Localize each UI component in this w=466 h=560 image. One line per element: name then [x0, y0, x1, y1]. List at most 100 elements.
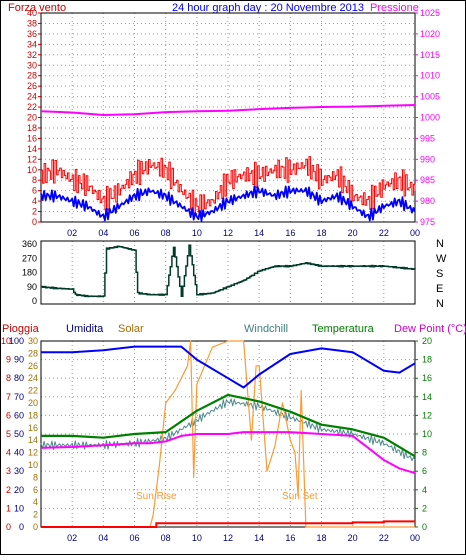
- panel1-grid: [41, 13, 415, 222]
- x-tick-label: 14: [254, 533, 264, 543]
- y-tick-label-solar: 20: [28, 398, 38, 408]
- x-tick-label: 10: [192, 533, 202, 543]
- y-tick-label-temperature: 2: [422, 503, 427, 513]
- x-tick-label: 14: [254, 228, 264, 238]
- y-tick-label-solar: 30: [28, 336, 38, 346]
- x-tick-label: 00: [410, 228, 420, 238]
- y-tick-label-wind: 14: [27, 144, 37, 154]
- y-tick-label-humidity: 70: [14, 392, 24, 402]
- y-tick-label-temperature: 0: [422, 522, 427, 532]
- y-tick-label-wind: 18: [27, 123, 37, 133]
- x-tick-label: 04: [98, 533, 108, 543]
- x-tick-label: 20: [348, 228, 358, 238]
- y-tick-label-solar: 18: [28, 410, 38, 420]
- y-tick-label-direction: 270: [22, 253, 37, 263]
- panel3-x-ticks: 02 04 06 08 10 12 14 16 18 20 22 00: [67, 533, 420, 543]
- y-tick-label-rain: 1: [6, 503, 11, 513]
- y-tick-label-rain: 0: [6, 522, 11, 532]
- y-tick-label-solar: 8: [33, 472, 38, 482]
- x-tick-label: 18: [316, 228, 326, 238]
- label-temperature: Temperatura: [312, 323, 375, 335]
- series-line-average: [40, 185, 416, 222]
- x-tick-label: 08: [161, 533, 171, 543]
- y-tick-label-temperature: 10: [422, 429, 432, 439]
- x-tick-label: 18: [316, 533, 326, 543]
- y-tick-label-humidity: 0: [19, 522, 24, 532]
- y-tick-label-wind: 10: [27, 165, 37, 175]
- y-tick-label-solar: 10: [28, 460, 38, 470]
- y-tick-label-pressure: 1020: [420, 29, 440, 39]
- panel2-left-ticks: 0 90 180 270 360: [22, 239, 37, 306]
- annotation-sunrise: Sun Rise: [136, 491, 177, 502]
- y-tick-label-wind: 6: [32, 186, 37, 196]
- y-tick-label-rain: 3: [6, 466, 11, 476]
- x-tick-label: 12: [223, 228, 233, 238]
- y-tick-label-compass: N: [436, 238, 444, 250]
- y-tick-label-humidity: 30: [14, 466, 24, 476]
- y-tick-label-direction: 0: [32, 296, 37, 306]
- y-tick-label-humidity: 50: [14, 429, 24, 439]
- label-dewpoint: Dew Point (°C): [394, 323, 466, 335]
- y-tick-label-compass: N: [436, 298, 444, 310]
- y-tick-label-wind: 20: [27, 113, 37, 123]
- panel3-left-ticks: 0123456789100102030405060708090100024681…: [1, 336, 38, 532]
- y-tick-label-wind: 22: [27, 102, 37, 112]
- x-tick-label: 12: [223, 533, 233, 543]
- label-humidity: Umidita: [66, 323, 104, 335]
- y-tick-label-wind: 34: [27, 39, 37, 49]
- y-tick-label-rain: 7: [6, 392, 11, 402]
- y-tick-label-solar: 26: [28, 361, 38, 371]
- x-tick-label: 08: [161, 228, 171, 238]
- right-axis-label-pressure: Pressione: [370, 2, 419, 14]
- panel1-series: [40, 104, 416, 222]
- y-tick-label-solar: 16: [28, 423, 38, 433]
- y-tick-label-solar: 24: [28, 373, 38, 383]
- y-tick-label-humidity: 40: [14, 448, 24, 458]
- y-tick-label-solar: 4: [33, 497, 38, 507]
- y-tick-label-rain: 5: [6, 429, 11, 439]
- x-tick-label: 06: [129, 228, 139, 238]
- y-tick-label-wind: 30: [27, 60, 37, 70]
- y-tick-label-humidity: 90: [14, 355, 24, 365]
- panel1-x-ticks: 02 04 06 08 10 12 14 16 18 20 22 00: [67, 228, 420, 238]
- y-tick-label-wind: 26: [27, 81, 37, 91]
- panel1-right-ticks: 975 980 985 990 995 1000 1005 1010 1015 1020 1025: [415, 8, 440, 227]
- panel2-series: [41, 244, 416, 298]
- y-tick-label-solar: 22: [28, 386, 38, 396]
- y-tick-label-solar: 2: [33, 510, 38, 520]
- annotation-sunset: Sun Set: [282, 491, 318, 502]
- y-tick-label-humidity: 10: [14, 503, 24, 513]
- y-tick-label-wind: 38: [27, 18, 37, 28]
- y-tick-label-wind: 0: [32, 217, 37, 227]
- y-tick-label-humidity: 20: [14, 485, 24, 495]
- label-windchill: Windchill: [244, 323, 288, 335]
- series-line-humidity: [41, 345, 416, 389]
- y-tick-label-wind: 36: [27, 29, 37, 39]
- y-tick-label-solar: 12: [28, 448, 38, 458]
- y-tick-label-pressure: 1000: [420, 113, 440, 123]
- y-tick-label-pressure: 980: [420, 196, 435, 206]
- y-tick-label-wind: 16: [27, 133, 37, 143]
- y-tick-label-pressure: 985: [420, 175, 435, 185]
- x-tick-label: 02: [67, 533, 77, 543]
- y-tick-label-solar: 0: [33, 522, 38, 532]
- y-tick-label-humidity: 60: [14, 410, 24, 420]
- y-tick-label-temperature: 20: [422, 336, 432, 346]
- y-tick-label-direction: 90: [27, 282, 37, 292]
- x-tick-label: 22: [379, 533, 389, 543]
- y-tick-label-wind: 40: [27, 8, 37, 18]
- temp-humidity-panel: Pioggia Umidita Solar Windchill Temperat…: [1, 323, 466, 543]
- y-tick-label-compass: E: [436, 283, 443, 295]
- series-line-dewpoint: [40, 431, 416, 475]
- x-tick-label: 16: [285, 228, 295, 238]
- series-line-direction: [41, 244, 416, 298]
- x-tick-label: 06: [129, 533, 139, 543]
- y-tick-label-pressure: 990: [420, 154, 435, 164]
- y-tick-label-humidity: 80: [14, 373, 24, 383]
- y-tick-label-solar: 6: [33, 485, 38, 495]
- y-tick-label-wind: 32: [27, 50, 37, 60]
- y-tick-label-wind: 24: [27, 92, 37, 102]
